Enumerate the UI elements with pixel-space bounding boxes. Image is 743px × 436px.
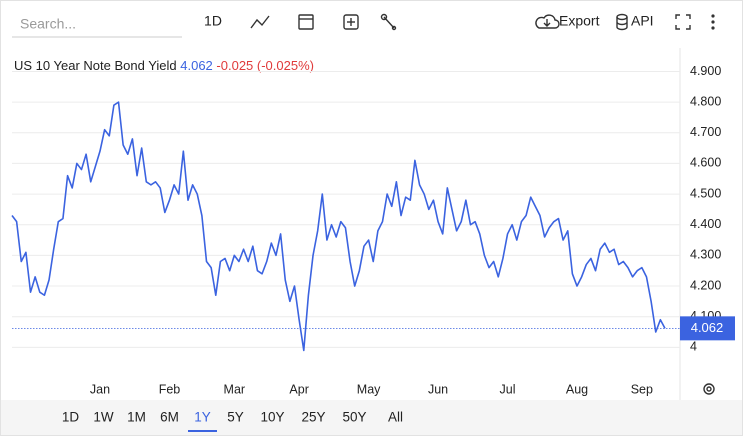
y-tick-label: 4.800: [690, 94, 721, 108]
range-button[interactable]: 50Y: [342, 410, 366, 425]
x-tick-label: Feb: [159, 382, 181, 396]
x-tick-label: Jun: [428, 382, 448, 396]
range-button[interactable]: All: [388, 410, 403, 425]
export-icon[interactable]: [535, 14, 560, 29]
x-tick-label: Sep: [631, 382, 653, 396]
y-tick-label: 4.300: [690, 248, 721, 262]
add-indicator-icon[interactable]: [343, 14, 359, 30]
x-tick-label: Apr: [289, 382, 308, 396]
price-line: [11, 101, 666, 352]
y-tick-label: 4.900: [690, 64, 721, 78]
y-tick-label: 4.500: [690, 186, 721, 200]
x-tick-label: Mar: [224, 382, 246, 396]
last-price-label: 4.062: [691, 320, 724, 335]
range-button[interactable]: 6M: [160, 410, 179, 425]
fullscreen-icon[interactable]: [675, 14, 691, 30]
range-button[interactable]: 10Y: [260, 410, 284, 425]
calendar-icon[interactable]: [298, 14, 314, 30]
interval-button[interactable]: 1D: [204, 13, 222, 29]
range-button[interactable]: 25Y: [301, 410, 325, 425]
menu-icon[interactable]: [711, 14, 715, 30]
api-button[interactable]: API: [631, 13, 654, 29]
settings-icon[interactable]: [703, 383, 715, 395]
y-tick-label: 4.400: [690, 217, 721, 231]
range-button[interactable]: 1Y: [194, 410, 211, 425]
tools-icon[interactable]: [380, 13, 397, 31]
x-tick-label: Aug: [566, 382, 588, 396]
x-tick-label: Jan: [90, 382, 110, 396]
chart-title: US 10 Year Note Bond Yield 4.062 -0.025 …: [14, 58, 314, 73]
y-tick-label: 4: [690, 340, 697, 354]
export-button[interactable]: Export: [559, 13, 600, 29]
range-button[interactable]: 1D: [62, 410, 80, 425]
api-icon[interactable]: [616, 13, 628, 31]
last-price-box: [680, 316, 735, 341]
price: 4.062: [180, 58, 213, 73]
price-change: -0.025 (-0.025%): [216, 58, 314, 73]
x-tick-label: Jul: [500, 382, 516, 396]
range-bar: [1, 400, 742, 435]
y-tick-label: 4.200: [690, 278, 721, 292]
search-input[interactable]: Search...: [20, 16, 76, 32]
x-tick-label: May: [357, 382, 381, 396]
y-tick-label: 4.700: [690, 125, 721, 139]
instrument-name: US 10 Year Note Bond Yield: [14, 58, 177, 73]
range-button[interactable]: 1M: [127, 410, 146, 425]
toolbar: Search... 1D Export API: [12, 13, 715, 38]
chart-type-icon[interactable]: [250, 15, 270, 29]
range-button[interactable]: 5Y: [227, 410, 244, 425]
y-tick-label: 4.600: [690, 156, 721, 170]
range-button[interactable]: 1W: [93, 410, 114, 425]
